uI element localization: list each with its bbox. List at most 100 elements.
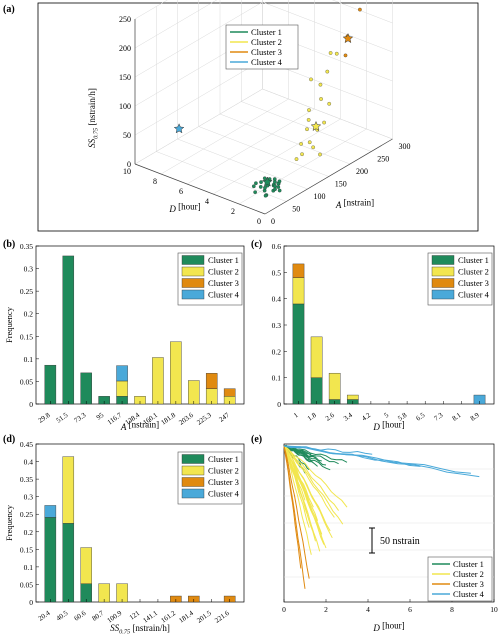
panel-b-xtick-label: 181.8 xyxy=(160,411,178,427)
panel-d-legend: Cluster 1Cluster 2Cluster 3Cluster 4 xyxy=(178,452,242,504)
scatter-point xyxy=(295,157,298,160)
s-tick-label: 0 xyxy=(127,160,131,169)
panel-c-bar xyxy=(329,373,340,399)
panel-c-legend-swatch xyxy=(432,290,454,299)
panel-d-xtick-label: 181.4 xyxy=(177,609,195,625)
a-tick-label: 300 xyxy=(399,142,411,151)
panel-c-ytick-label: 0.1 xyxy=(272,374,282,383)
panel-c-ytick-label: 0 xyxy=(277,400,281,409)
panel-d-legend-swatch xyxy=(182,478,204,487)
scatter-point xyxy=(344,54,347,57)
scatter-point xyxy=(299,142,302,145)
s-tick-label: 250 xyxy=(119,15,131,24)
panel-c-bar xyxy=(293,264,304,278)
a-tick-label: 250 xyxy=(377,155,389,164)
panel-c-legend-label: Cluster 4 xyxy=(458,290,490,300)
panel-label-e: (e) xyxy=(251,434,262,445)
panel-b-ytick-label: 0.25 xyxy=(20,287,33,296)
panel-e-curve xyxy=(284,446,479,477)
panel-d-legend-swatch xyxy=(182,466,204,475)
panel-d-ytick-label: 0.25 xyxy=(20,510,33,519)
floor-grid-line xyxy=(187,109,315,184)
panel-d-ytick-label: 0.35 xyxy=(20,475,33,484)
panel-a-legend-label: Cluster 2 xyxy=(251,37,282,47)
panel-d-ytick-label: 0.15 xyxy=(20,545,33,554)
panel-b-legend-label: Cluster 2 xyxy=(208,267,239,277)
panel-c-xtick-label: 8.9 xyxy=(469,411,481,423)
panel-d-xtick-label: 121 xyxy=(128,609,142,622)
a-tick-label: 50 xyxy=(292,205,300,214)
wall-grid-line xyxy=(263,0,393,23)
panel-e-xtick-label: 4 xyxy=(366,605,370,614)
a-tick-label: 0 xyxy=(271,217,275,226)
panel-d-ytick-label: 0.05 xyxy=(20,580,33,589)
panel-b-legend-swatch xyxy=(182,279,204,288)
panel-b: 00.050.10.150.20.250.30.3529.8 51.5 73.3 95… xyxy=(4,242,244,432)
scatter-point xyxy=(326,70,329,73)
panel-d-xtick-label: 20.4 xyxy=(37,609,52,623)
panel-b-ytick-label: 0.2 xyxy=(24,310,34,319)
panel-d: 0 0.05 0.1 0.15 0.2 0.25 0.3 0.35 0.4 0.45 20.4 40.… xyxy=(4,440,244,636)
scatter-point xyxy=(273,185,276,188)
scatter-point xyxy=(259,185,262,188)
panel-d-legend-swatch xyxy=(182,489,204,498)
panel-e-legend: Cluster 1Cluster 2Cluster 3Cluster 4 xyxy=(428,557,492,601)
panel-b-legend-label: Cluster 1 xyxy=(208,255,239,265)
panel-c-legend-swatch xyxy=(432,279,454,288)
panel-b-xtick-label: 73.3 xyxy=(73,411,88,425)
d-tick-label: 4 xyxy=(205,197,209,206)
panel-c-legend-label: Cluster 3 xyxy=(458,278,489,288)
panel-d-legend-label: Cluster 4 xyxy=(208,489,240,499)
scatter-point xyxy=(277,185,280,188)
panel-e-curve xyxy=(284,446,347,507)
panel-b-xtick-label: 225.3 xyxy=(195,411,213,427)
panel-c-xtick-label: 7.3 xyxy=(433,411,445,423)
panel-d-bar xyxy=(63,457,74,524)
panel-b-ylabel: Frequency xyxy=(4,306,14,343)
s-axis-label: SS0.75 [nstrain/h] xyxy=(87,88,100,148)
panel-b-bar xyxy=(188,381,199,404)
panel-b-xtick-label: 51.5 xyxy=(55,411,70,425)
panel-b-legend-label: Cluster 3 xyxy=(208,278,239,288)
floor-grid-line xyxy=(178,139,308,189)
panel-c-xtick-label: 8.1 xyxy=(451,411,463,423)
panel-c-ytick-label: 0.5 xyxy=(272,268,282,277)
panel-b-ytick-label: 0 xyxy=(29,400,33,409)
panel-d-xtick-label: 201.5 xyxy=(195,609,213,625)
panel-c-legend-swatch xyxy=(432,267,454,276)
scatter-point xyxy=(273,180,276,183)
panel-a-legend-label: Cluster 1 xyxy=(251,27,282,37)
centroid-star xyxy=(343,34,353,43)
panel-d-xtick-label: 80.7 xyxy=(91,609,106,623)
panel-c-legend-swatch xyxy=(432,256,454,265)
panel-c-xtick-label: 1 xyxy=(292,411,300,420)
scatter-point xyxy=(307,108,310,111)
s-tick-label: 50 xyxy=(123,131,131,140)
scatter-point xyxy=(252,185,255,188)
scatter-point xyxy=(259,180,262,183)
panel-e-xtick-label: 8 xyxy=(450,605,454,614)
panel-d-legend-swatch xyxy=(182,455,204,464)
panel-label-b: (b) xyxy=(3,239,15,250)
s-tick-label: 150 xyxy=(119,73,131,82)
panel-c-ytick-label: 0.6 xyxy=(272,242,282,251)
scatter-point xyxy=(328,102,331,105)
panel-c: 0 0.1 0.2 0.3 0.4 0.5 0.6 1 1.8 2.6 3.4 4.2 5 5.8 6.5 7… xyxy=(272,242,494,432)
panel-b-ytick-label: 0.05 xyxy=(20,377,33,386)
panel-b-bar xyxy=(206,373,217,388)
panel-c-ytick-label: 0.2 xyxy=(272,347,282,356)
panel-c-xtick-label: 1.8 xyxy=(306,411,318,423)
panel-e-legend-label: Cluster 4 xyxy=(453,589,485,599)
panel-d-ytick-label: 0 xyxy=(29,598,33,607)
panel-b-bar xyxy=(81,373,92,404)
panel-c-bar xyxy=(347,395,358,399)
scatter-point xyxy=(335,52,338,55)
panel-b-bar xyxy=(117,381,128,396)
panel-d-ytick-label: 0.1 xyxy=(24,563,34,572)
d-tick-label: 2 xyxy=(231,207,235,216)
d-axis-label: D [hour] xyxy=(168,201,200,214)
centroid-star xyxy=(174,124,184,133)
